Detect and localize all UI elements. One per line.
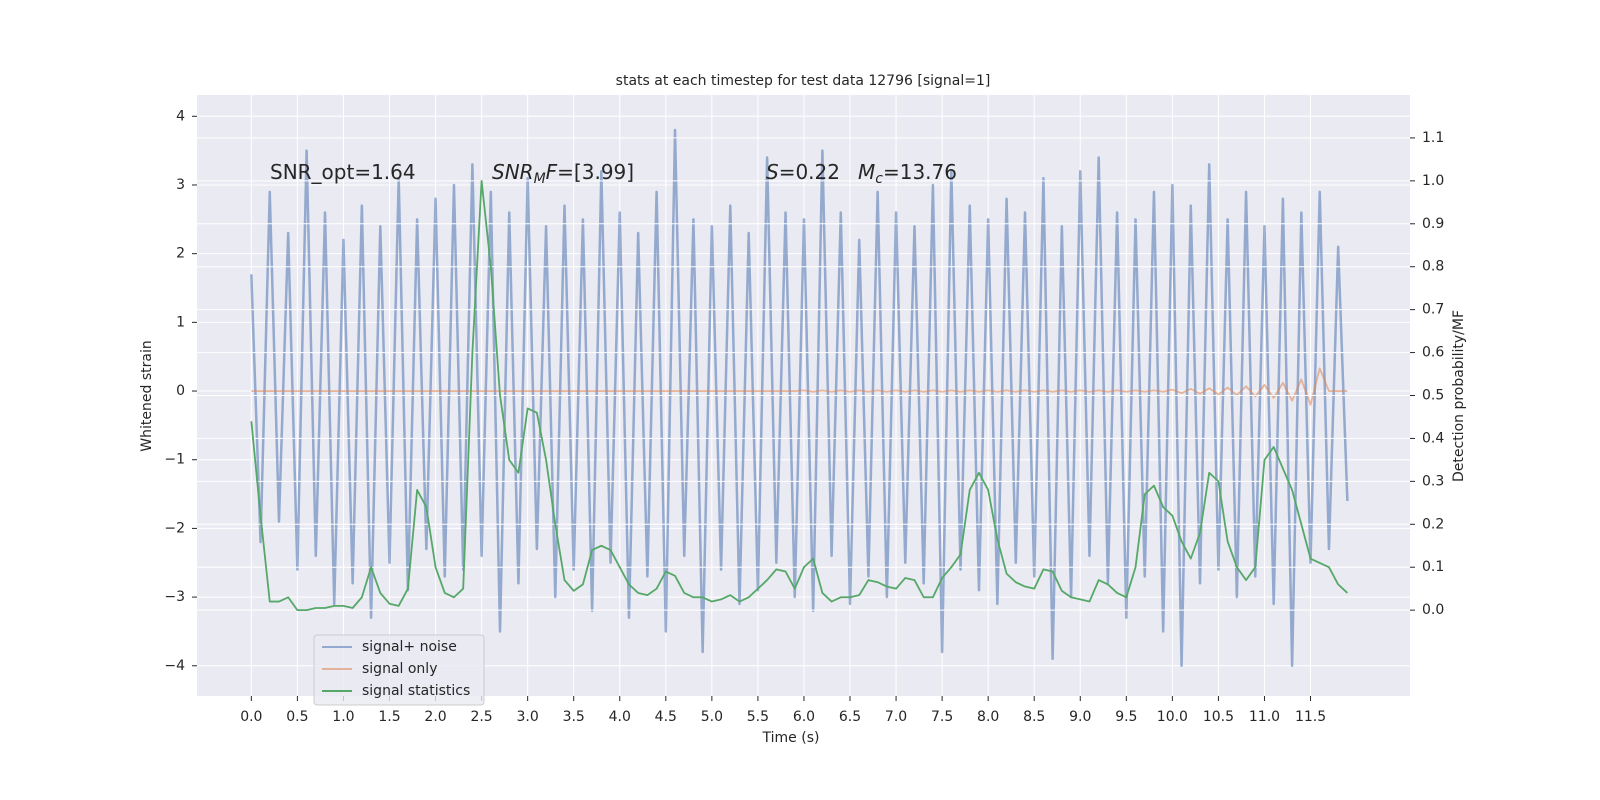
y-tick-label: −4 [164,658,185,674]
x-tick-label: 1.5 [378,709,400,725]
x-tick-label: 4.5 [655,709,677,725]
x-tick-label: 2.5 [470,709,492,725]
x-tick-label: 4.0 [609,709,631,725]
y2-axis-label: Detection probability/MF [1451,310,1467,482]
annotation-part: F [546,160,558,184]
annotation: SNRMF=[3.99] [492,160,634,188]
y-tick-label: −1 [164,452,185,468]
y2-tick-label: 1.0 [1422,173,1444,189]
x-tick-label: 7.5 [931,709,953,725]
legend-label: signal only [362,661,437,677]
x-tick-label: 0.5 [286,709,308,725]
annotation-part: M [534,171,546,187]
x-tick-label: 6.5 [839,709,861,725]
x-tick-label: 11.5 [1295,709,1326,725]
series-line [250,128,1349,668]
x-tick-label: 0.0 [240,709,262,725]
chart-title: stats at each timestep for test data 127… [616,73,991,89]
x-tick-label: 9.0 [1069,709,1091,725]
annotation: Mc=13.76 [858,160,957,188]
legend-box [313,634,485,706]
annotation-part: M [858,160,875,184]
y2-tick-label: 0.6 [1422,345,1444,361]
y2-tick-label: 0.1 [1422,559,1444,575]
y-tick-label: 4 [176,108,185,124]
series-line [251,367,1348,406]
x-tick-label: 3.5 [563,709,585,725]
y2-tick-label: 1.1 [1422,130,1444,146]
series-line [250,179,1348,612]
annotation-part: =[3.99] [557,160,634,184]
x-tick-label: 5.5 [747,709,769,725]
annotation-part: SNR [492,160,534,184]
y-tick-label: 2 [176,246,185,262]
annotation-part: c [875,171,883,187]
x-tick-label: 6.0 [793,709,815,725]
annotation: S=0.22 [766,160,840,184]
x-tick-label: 7.0 [885,709,907,725]
legend-label: signal+ noise [362,639,457,655]
y-tick-label: −2 [164,520,185,536]
x-tick-label: 11.0 [1249,709,1280,725]
y2-tick-label: 0.9 [1422,216,1444,232]
legend-label: signal statistics [362,683,470,699]
y-tick-label: 0 [176,383,185,399]
y2-tick-label: 0.2 [1422,516,1444,532]
x-tick-label: 10.0 [1157,709,1188,725]
y-tick-label: −3 [164,589,185,605]
annotation-part: S [766,160,779,184]
y-tick-label: 1 [176,314,185,330]
x-tick-label: 5.0 [701,709,723,725]
y2-tick-label: 0.7 [1422,302,1444,318]
x-tick-label: 3.0 [517,709,539,725]
x-axis-label: Time (s) [762,730,820,746]
x-tick-label: 8.5 [1023,709,1045,725]
x-tick-label: 9.5 [1115,709,1137,725]
y2-tick-label: 0.4 [1422,430,1444,446]
annotation: SNR_opt=1.64 [270,160,416,184]
x-tick-label: 8.0 [977,709,999,725]
y-tick-label: 3 [176,177,185,193]
y2-tick-label: 0.0 [1422,602,1444,618]
y-axis-label: Whitened strain [139,340,155,451]
annotation-part: SNR_opt=1.64 [270,160,416,184]
y2-tick-label: 0.8 [1422,259,1444,275]
y2-tick-label: 0.3 [1422,473,1444,489]
x-tick-label: 1.0 [332,709,354,725]
annotation-part: =0.22 [779,160,840,184]
x-tick-label: 2.0 [424,709,446,725]
x-tick-label: 10.5 [1203,709,1234,725]
annotation-part: =13.76 [883,160,957,184]
y2-tick-label: 0.5 [1422,388,1444,404]
